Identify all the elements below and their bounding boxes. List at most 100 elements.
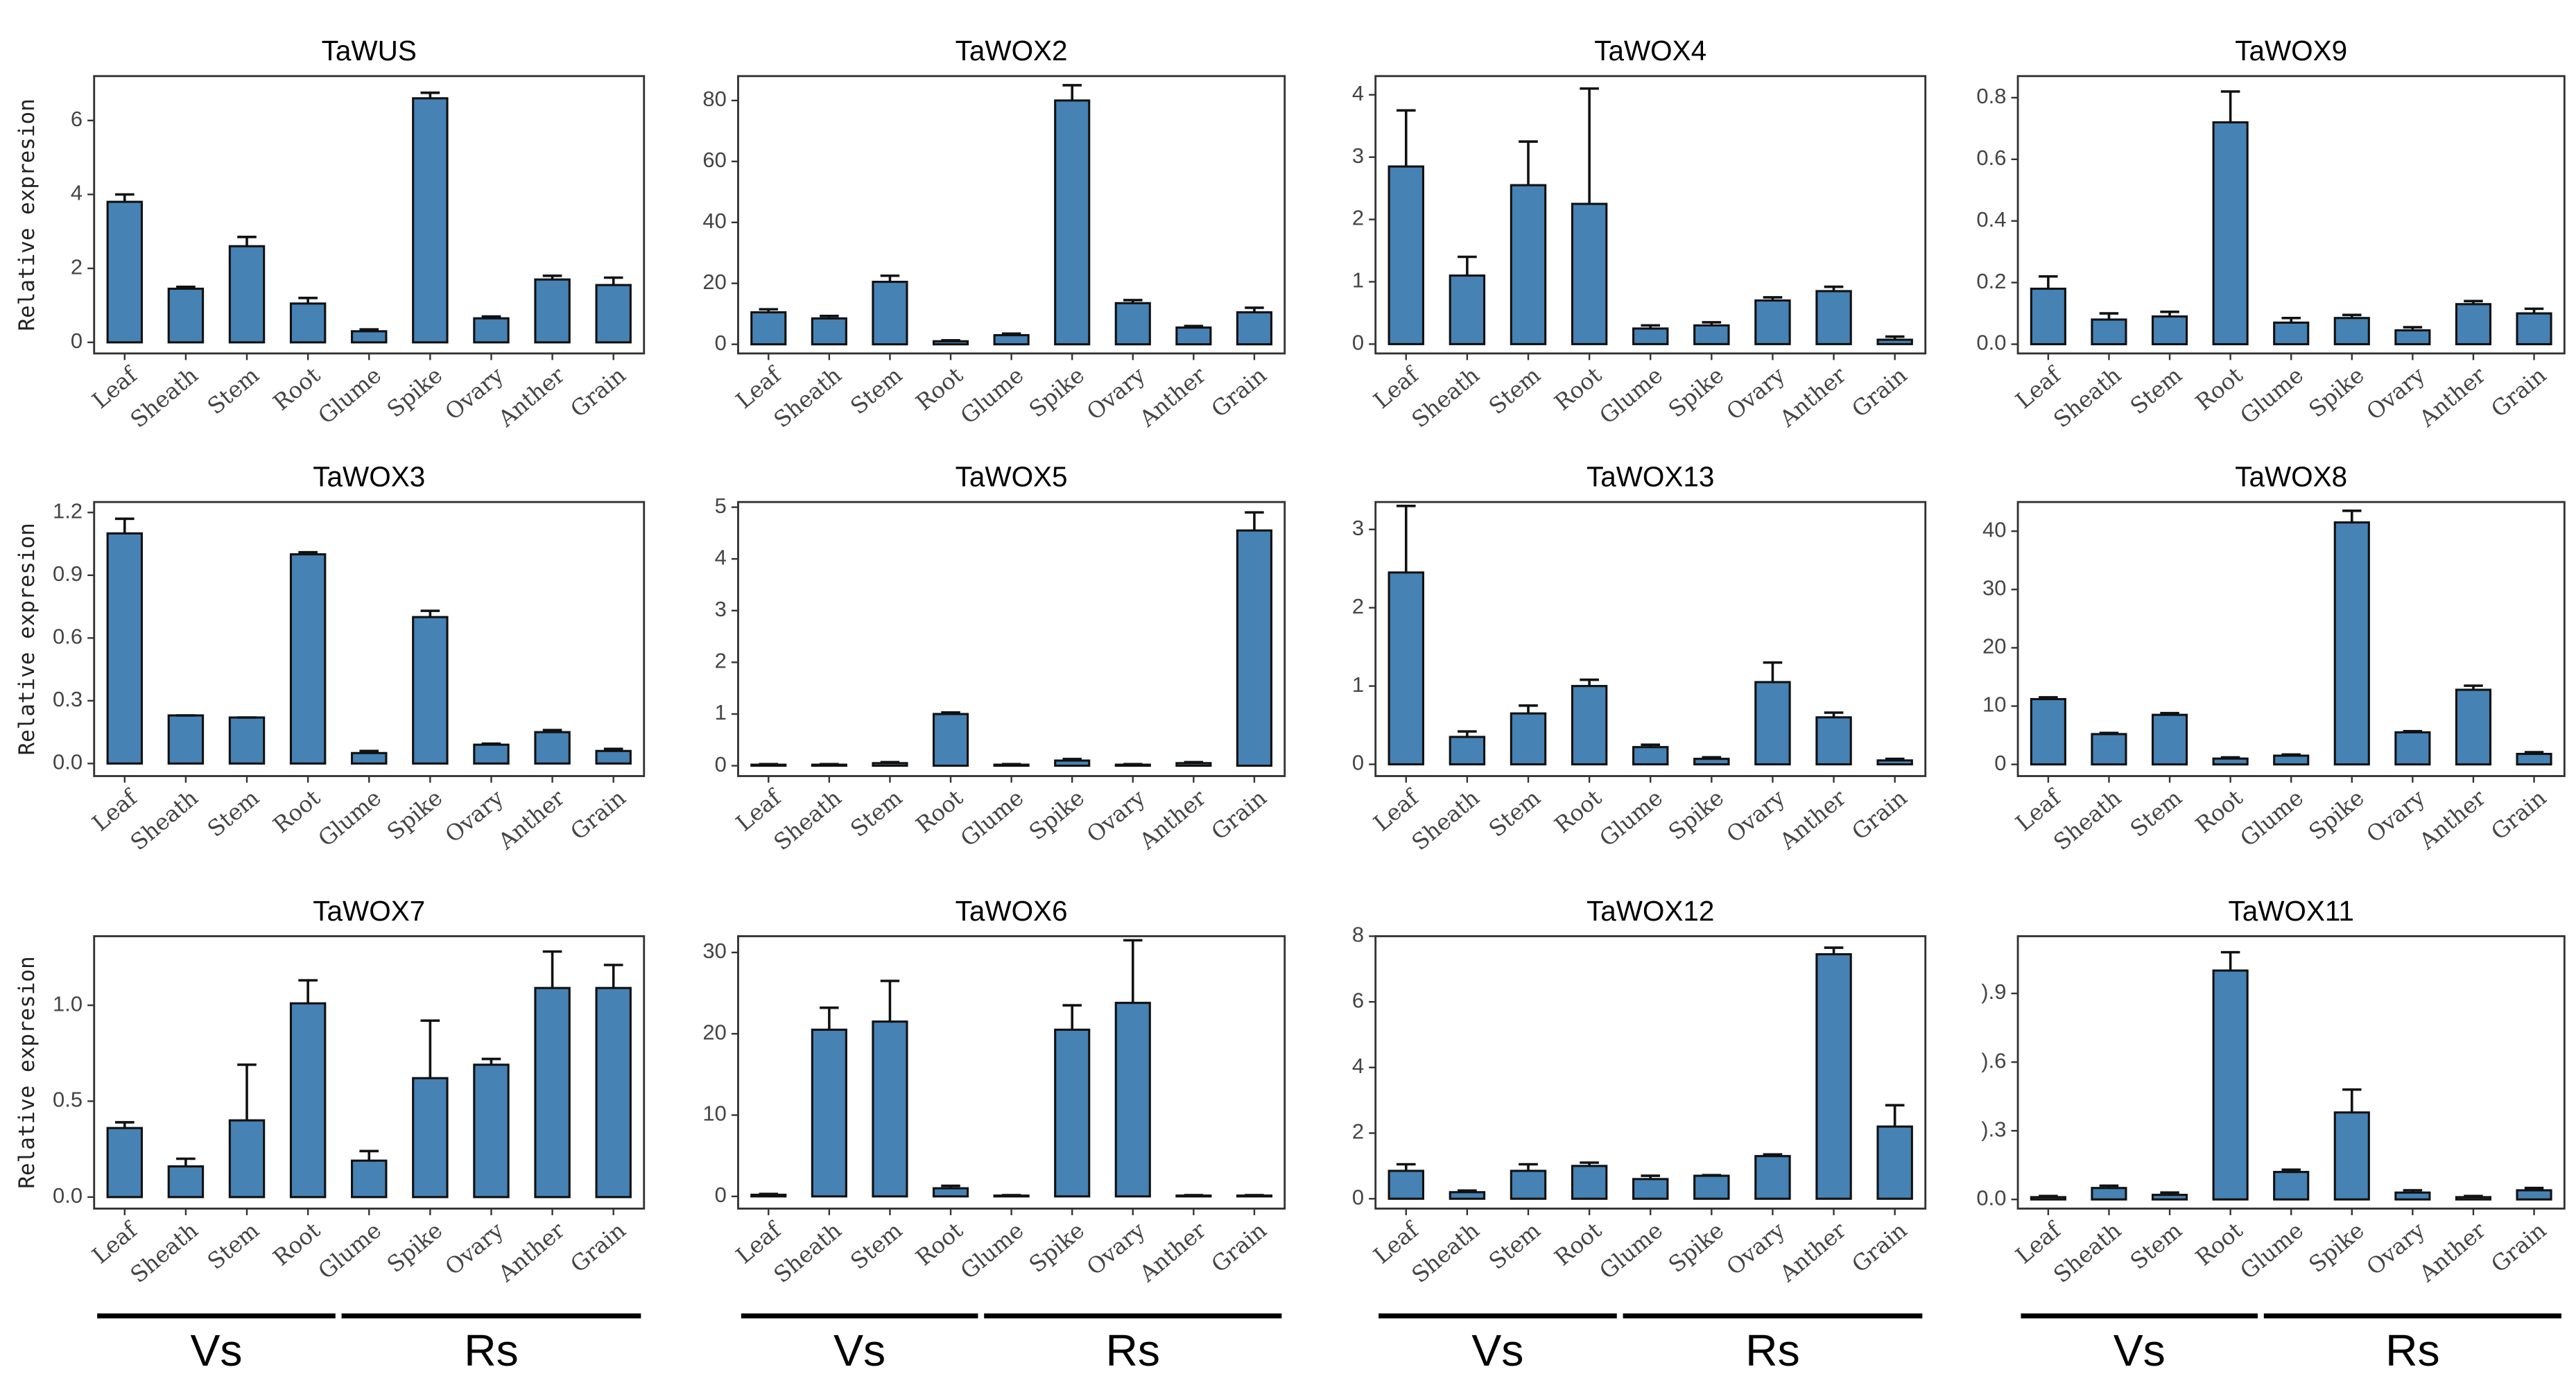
plot-frame — [93, 501, 646, 777]
bar — [2151, 713, 2188, 766]
bar — [2394, 731, 2431, 766]
x-tick-label: Grain — [565, 362, 630, 423]
error-bar — [1245, 306, 1264, 313]
bar — [106, 532, 144, 765]
bar — [1876, 759, 1913, 766]
x-tick-label: Anther — [1774, 362, 1851, 433]
y-tick-label: 0.0 — [53, 750, 83, 774]
bar — [106, 200, 144, 344]
y-tick-label: 0.2 — [1976, 269, 2006, 293]
error-bar — [2220, 90, 2240, 123]
y-tick-label: ).9 — [1981, 980, 2006, 1004]
y-tick-label: 10 — [702, 1102, 726, 1126]
x-tick-label: Spike — [2303, 785, 2369, 846]
error-bar — [2464, 684, 2483, 690]
plot-frame — [737, 501, 1286, 777]
bar — [1693, 1174, 1730, 1200]
x-tick-label: Spike — [1663, 362, 1729, 423]
plot-frame — [1374, 501, 1927, 777]
chart-title: TaWOX5 — [956, 461, 1068, 493]
x-tick-label: Stem — [845, 785, 907, 842]
y-tick-label: 1.0 — [53, 991, 83, 1016]
bar — [534, 986, 571, 1199]
bar — [1236, 529, 1273, 767]
bar — [1876, 338, 1913, 345]
error-bar — [820, 763, 839, 766]
bar — [932, 713, 969, 767]
error-bar — [2403, 729, 2423, 733]
chart-title: TaWOX9 — [2235, 35, 2347, 67]
error-bar — [1641, 1174, 1661, 1179]
y-tick-label: 2 — [1352, 1120, 1364, 1144]
error-bar — [1824, 946, 1844, 955]
plot-frame — [2016, 501, 2566, 777]
error-bar — [1885, 1104, 1905, 1127]
error-bar — [941, 711, 960, 714]
error-bar — [176, 286, 196, 289]
x-tick-label: Sheath — [769, 362, 847, 433]
error-bar — [1458, 1189, 1477, 1192]
x-tick-label: Spike — [1024, 1217, 1089, 1278]
bar — [2091, 1187, 2127, 1201]
x-tick-label: Grain — [2486, 785, 2551, 846]
x-tick-label: Spike — [382, 1217, 447, 1278]
y-tick-label: 2 — [715, 649, 727, 673]
error-bar — [1245, 511, 1264, 531]
error-bar — [2464, 299, 2483, 304]
plot-frame — [737, 935, 1286, 1210]
x-tick-label: Stem — [202, 362, 264, 419]
x-tick-label: Glume — [956, 1217, 1029, 1285]
error-bar — [603, 747, 623, 751]
error-bar — [2099, 312, 2119, 320]
bar — [2455, 1196, 2492, 1201]
y-tick-label: 3 — [1352, 516, 1364, 540]
y-tick-label: 40 — [702, 209, 726, 233]
bar — [1388, 571, 1424, 766]
x-tick-label: Sheath — [126, 362, 203, 433]
bar — [1054, 99, 1091, 346]
plot-frame — [2016, 75, 2566, 355]
bar — [2394, 329, 2431, 346]
bar — [2273, 754, 2310, 766]
bar — [2212, 969, 2249, 1201]
y-tick-label: 4 — [715, 545, 727, 569]
group-label: Vs — [190, 1325, 242, 1375]
y-tick-label: 80 — [702, 87, 726, 111]
bar — [1510, 1169, 1547, 1200]
y-tick-label: 1 — [715, 700, 727, 724]
x-tick-label: Stem — [2125, 1217, 2187, 1275]
error-bar — [1580, 1161, 1599, 1166]
x-tick-label: Anther — [1134, 1217, 1211, 1287]
error-bar — [542, 950, 562, 989]
x-tick-label: Grain — [1207, 362, 1272, 423]
error-bar — [1763, 661, 1783, 682]
group-label: Rs — [2385, 1325, 2440, 1375]
error-bar — [542, 729, 562, 733]
x-tick-label: Spike — [1663, 1217, 1729, 1278]
error-bar — [820, 1006, 839, 1030]
x-tick-label: Anther — [1134, 362, 1211, 433]
error-bar — [941, 1184, 960, 1189]
x-tick-label: Sheath — [1407, 362, 1485, 433]
error-bar — [1001, 332, 1021, 336]
x-tick-label: Stem — [2125, 785, 2187, 842]
error-bar — [2039, 696, 2058, 699]
y-tick-label: 0.4 — [1976, 207, 2006, 232]
chart-title: TaWOX11 — [2228, 895, 2353, 927]
error-bar — [603, 964, 623, 989]
bar — [534, 731, 571, 765]
y-tick-label: 2 — [1352, 206, 1364, 230]
error-bar — [2281, 1168, 2301, 1172]
error-bar — [542, 275, 562, 280]
x-tick-label: Sheath — [769, 785, 847, 856]
bar — [2151, 1194, 2188, 1201]
bar — [1693, 758, 1730, 766]
group-label: Rs — [1105, 1325, 1160, 1375]
error-bar — [2524, 307, 2544, 314]
error-bar — [1184, 760, 1204, 764]
y-tick-label: 0.0 — [1976, 1185, 2006, 1210]
error-bar — [359, 749, 379, 754]
x-tick-label: Grain — [1847, 362, 1912, 423]
bar — [595, 284, 632, 344]
